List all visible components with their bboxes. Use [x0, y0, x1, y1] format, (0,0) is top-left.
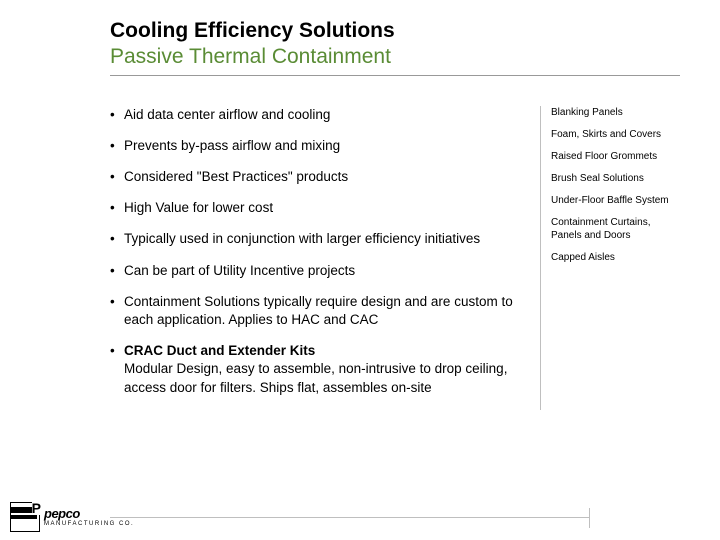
bullet-text: Modular Design, easy to assemble, non-in… [124, 361, 507, 394]
main-column: Aid data center airflow and cooling Prev… [110, 106, 520, 410]
title-block: Cooling Efficiency Solutions Passive The… [110, 18, 680, 76]
bullet-text: High Value for lower cost [124, 200, 273, 215]
title-rule [110, 75, 680, 76]
side-list: Blanking Panels Foam, Skirts and Covers … [551, 106, 680, 264]
bullet-item: Can be part of Utility Incentive project… [110, 262, 520, 280]
bullet-text: Can be part of Utility Incentive project… [124, 263, 355, 278]
logo-mark-icon [10, 502, 40, 532]
side-item: Foam, Skirts and Covers [551, 128, 680, 141]
bullet-item: Containment Solutions typically require … [110, 293, 520, 329]
bullet-item: Typically used in conjunction with large… [110, 230, 520, 248]
footer-rule [110, 517, 590, 518]
footer-tick [589, 508, 590, 528]
bullet-item: Aid data center airflow and cooling [110, 106, 520, 124]
bullet-text: Typically used in conjunction with large… [124, 231, 480, 246]
bullet-list: Aid data center airflow and cooling Prev… [110, 106, 520, 397]
side-item: Raised Floor Grommets [551, 150, 680, 163]
side-item: Containment Curtains, Panels and Doors [551, 216, 680, 242]
side-item: Brush Seal Solutions [551, 172, 680, 185]
logo-brand: pepco [44, 507, 134, 520]
content-area: Aid data center airflow and cooling Prev… [110, 106, 680, 410]
title-line1: Cooling Efficiency Solutions [110, 18, 680, 44]
bullet-text: Prevents by-pass airflow and mixing [124, 138, 340, 153]
side-item: Capped Aisles [551, 251, 680, 264]
side-column: Blanking Panels Foam, Skirts and Covers … [540, 106, 680, 410]
bullet-text: Containment Solutions typically require … [124, 294, 513, 327]
logo-subtext: MANUFACTURING CO. [44, 521, 134, 527]
title-line2: Passive Thermal Containment [110, 44, 680, 70]
footer: pepco MANUFACTURING CO. [0, 492, 720, 540]
side-item: Blanking Panels [551, 106, 680, 119]
bullet-item: CRAC Duct and Extender Kits Modular Desig… [110, 342, 520, 397]
bullet-lead: CRAC Duct and Extender Kits [124, 343, 315, 358]
slide: Cooling Efficiency Solutions Passive The… [0, 0, 720, 540]
bullet-item: Considered "Best Practices" products [110, 168, 520, 186]
bullet-text: Aid data center airflow and cooling [124, 107, 330, 122]
bullet-text: Considered "Best Practices" products [124, 169, 348, 184]
side-item: Under-Floor Baffle System [551, 194, 680, 207]
bullet-item: Prevents by-pass airflow and mixing [110, 137, 520, 155]
bullet-item: High Value for lower cost [110, 199, 520, 217]
